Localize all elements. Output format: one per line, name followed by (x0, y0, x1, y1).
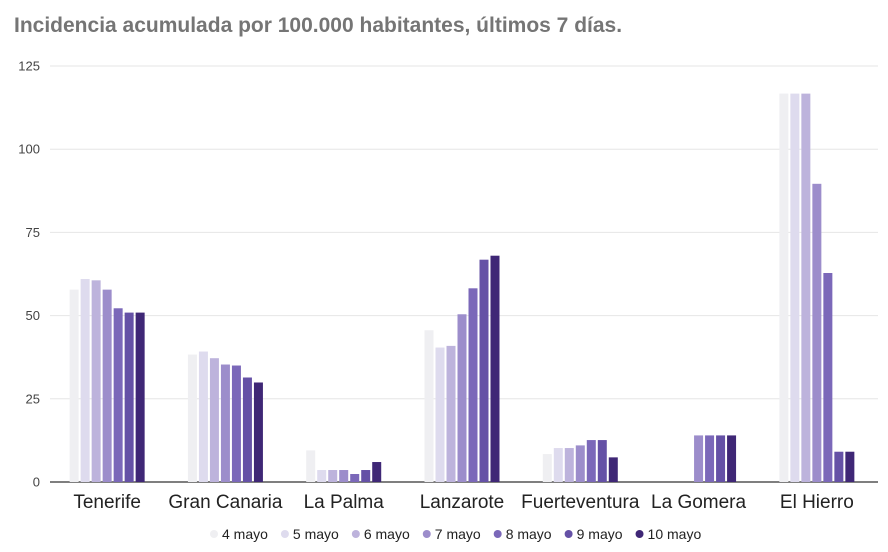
bar (187, 354, 197, 482)
bar (328, 470, 338, 482)
bar (823, 273, 833, 482)
bar (124, 312, 134, 482)
x-tick-label: La Gomera (651, 492, 746, 513)
bar (69, 289, 79, 482)
bar (468, 288, 478, 482)
bar (372, 462, 382, 482)
y-axis: 0 25 50 75 100 125 (18, 59, 40, 490)
y-tick-label: 0 (33, 475, 40, 490)
bar (220, 364, 230, 482)
bar (361, 470, 371, 482)
y-tick-label: 125 (18, 59, 40, 74)
bar (608, 457, 618, 482)
bar (542, 454, 552, 482)
bar (198, 351, 208, 482)
y-tick-label: 100 (18, 142, 40, 157)
y-tick-label: 75 (26, 225, 40, 240)
legend-label: 8 mayo (506, 526, 552, 542)
x-tick-label: Fuerteventura (521, 492, 640, 513)
bar (727, 435, 737, 482)
bar (490, 255, 500, 482)
legend-label: 9 mayo (577, 526, 623, 542)
bar (339, 470, 349, 482)
x-axis: Tenerife Gran Canaria La Palma Lanzarote Fue… (73, 492, 853, 513)
bar (317, 470, 327, 482)
bar (834, 451, 844, 482)
legend-swatch (351, 530, 360, 538)
bar (586, 440, 596, 482)
bar (694, 435, 704, 482)
legend-label: 4 mayo (222, 526, 268, 542)
bar (135, 312, 145, 482)
bar (102, 289, 112, 482)
x-tick-label: La Palma (304, 492, 385, 513)
bar (209, 358, 219, 482)
legend-swatch (280, 530, 289, 538)
bar (424, 330, 434, 482)
bar (113, 308, 123, 482)
x-tick-label: Gran Canaria (168, 492, 282, 513)
bar (779, 93, 789, 483)
bar (91, 280, 101, 482)
legend-swatch (493, 530, 502, 538)
bar (231, 365, 241, 482)
bar (790, 93, 800, 483)
legend: 4 mayo 5 mayo 6 mayo 7 mayo 8 mayo 9 mayo 10 m… (210, 526, 701, 542)
bar (564, 448, 574, 482)
chart-title: Incidencia acumulada por 100.000 habitan… (14, 14, 623, 37)
bar (350, 474, 360, 482)
y-tick-label: 25 (26, 391, 40, 406)
legend-label: 5 mayo (293, 526, 339, 542)
y-tick-label: 50 (26, 308, 40, 323)
bar (446, 345, 456, 482)
bar (553, 448, 563, 482)
legend-label: 7 mayo (435, 526, 481, 542)
bar (457, 314, 467, 482)
legend-swatch (635, 530, 644, 538)
bar (845, 451, 855, 482)
bar (575, 445, 585, 482)
legend-swatch (210, 530, 218, 538)
bar (705, 435, 715, 482)
bar (242, 377, 252, 482)
x-tick-label: El Hierro (780, 492, 854, 513)
bar (812, 183, 822, 482)
bar (716, 435, 726, 482)
x-tick-label: Tenerife (73, 492, 141, 513)
bar (253, 382, 263, 482)
legend-label: 6 mayo (364, 526, 410, 542)
bar (306, 450, 316, 482)
legend-label: 10 mayo (648, 526, 702, 542)
bar (801, 93, 811, 483)
legend-swatch (564, 530, 573, 538)
bar (479, 259, 489, 482)
bar (435, 347, 445, 482)
bars (69, 93, 855, 483)
legend-swatch (422, 530, 431, 538)
bar (597, 440, 607, 482)
x-tick-label: Lanzarote (420, 492, 505, 513)
bar (80, 278, 90, 482)
